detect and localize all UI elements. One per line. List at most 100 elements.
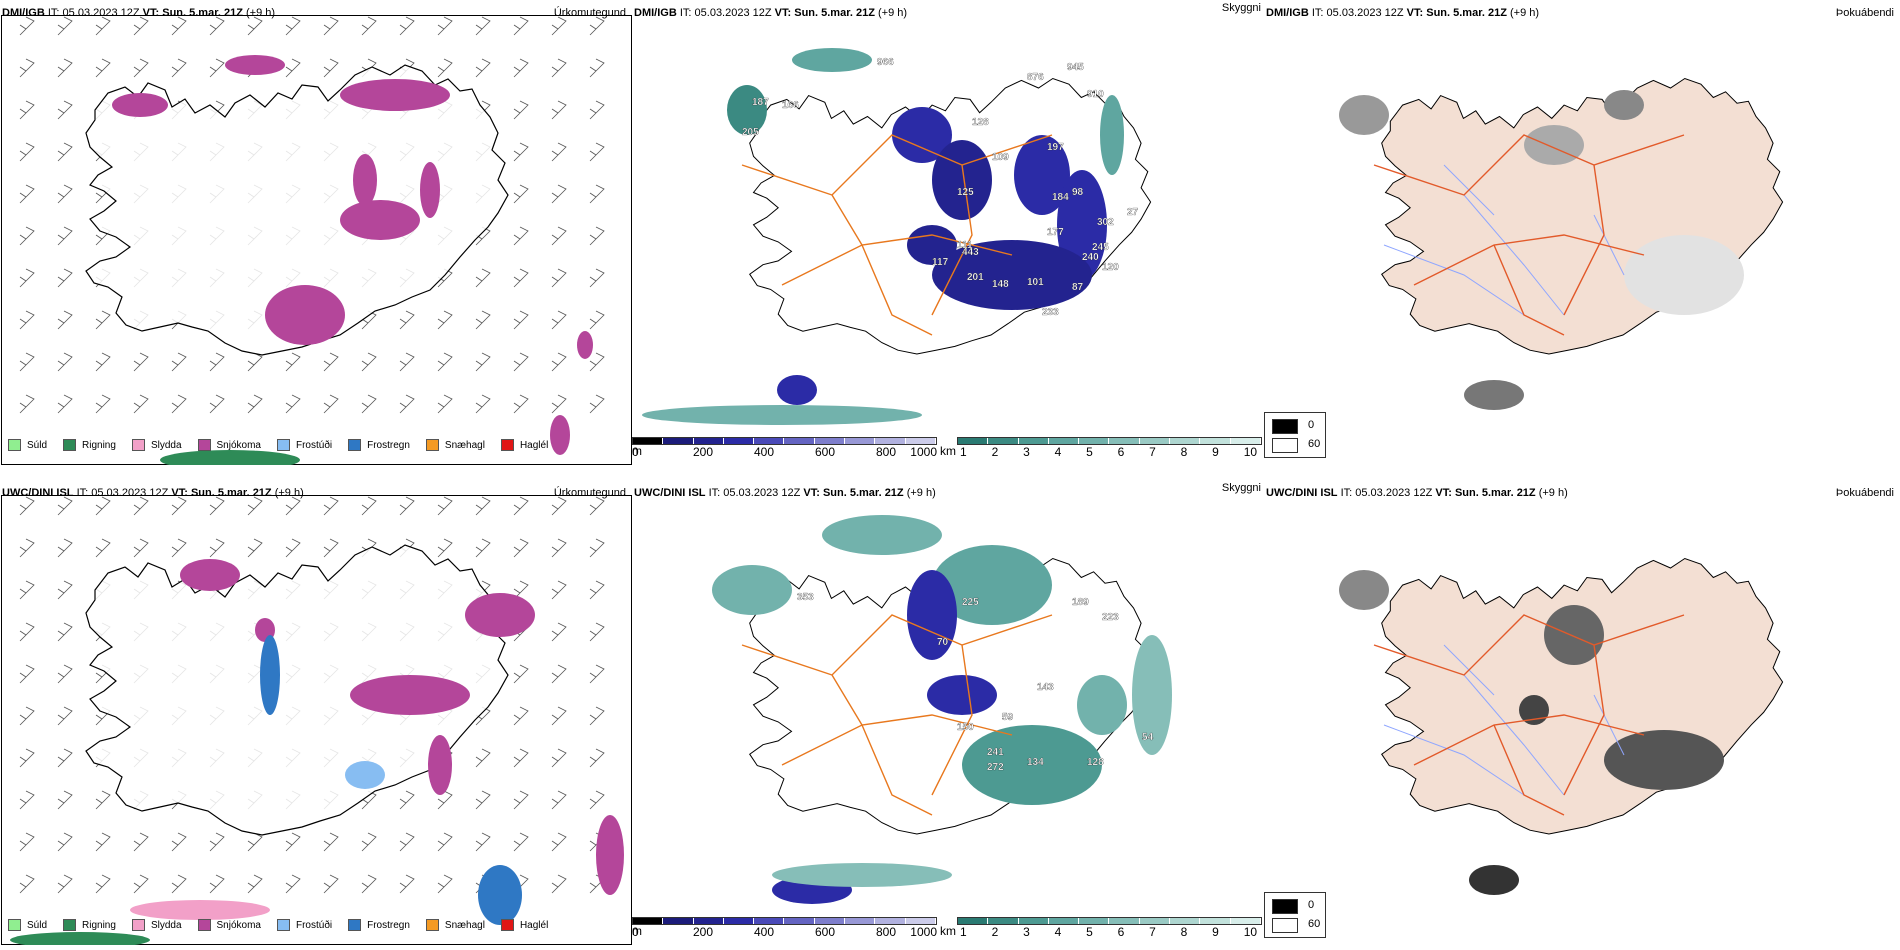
fog-area [1519, 695, 1549, 725]
cloud-panel: UWC/DINI ISL IT: 05.03.2023 12Z VT: Sun.… [632, 480, 1264, 945]
iceland-coastline [85, 64, 509, 356]
wind-barb [171, 352, 187, 372]
cloud-base-label: 148 [992, 279, 1009, 290]
fog-index-panel: UWC/DINI ISL IT: 05.03.2023 12Z VT: Sun.… [1264, 480, 1900, 945]
precip-type-panel: DMI/IGB IT: 05.03.2023 12Z VT: Sun. 5.ma… [0, 0, 632, 465]
colorbar-swatch [663, 438, 694, 444]
model-name: UWC/DINI ISL [634, 487, 706, 499]
cloud-base-label: 128 [972, 117, 989, 128]
lead-time: (+9 h) [246, 7, 276, 19]
fog-area [1604, 730, 1724, 790]
colorbar-swatch [1139, 918, 1171, 924]
cloud-base-label: 240 [1082, 252, 1099, 263]
init-time-label: IT: [76, 487, 89, 499]
wind-barb [323, 874, 339, 894]
cloud-base-label: 910 [1087, 89, 1104, 100]
precip-area [340, 200, 420, 240]
cloud-area [1077, 675, 1127, 735]
cloud-base-label: 272 [987, 762, 1004, 773]
panel-title: DMI/IGB IT: 05.03.2023 12Z VT: Sun. 5.ma… [2, 7, 275, 19]
wind-barb [57, 874, 73, 894]
wind-barb [133, 352, 149, 372]
precip-type-legend: Súld Rigning Slydda Snjókoma Frostúði Frostre… [8, 439, 564, 451]
legend-item: Frostúði [276, 919, 332, 931]
legend-label: Snæhagl [444, 919, 485, 931]
legend-item: Slydda [131, 439, 182, 451]
colorbar-tick: 10 [1243, 445, 1258, 459]
wind-barb [551, 874, 567, 894]
wind-barb [513, 580, 529, 600]
cloud-area [932, 240, 1092, 310]
wind-barb [475, 394, 491, 414]
iceland-landmask [1381, 77, 1784, 355]
colorbar-swatch [633, 918, 664, 924]
colorbar-tick: 8 [1180, 445, 1188, 459]
wind-barb [513, 310, 529, 330]
init-time-label: IT: [47, 7, 60, 19]
forecast-row-dmi: DMI/IGB IT: 05.03.2023 12Z VT: Sun. 5.ma… [0, 0, 1900, 465]
cloud-base-label: 27 [1127, 207, 1139, 218]
wind-barb [19, 580, 35, 600]
wind-barb [589, 394, 605, 414]
colorbar-tick: 800 [876, 445, 897, 459]
panel-title: DMI/IGB IT: 05.03.2023 12Z VT: Sun. 5.ma… [634, 7, 907, 19]
wind-barb [57, 622, 73, 642]
cloud-area [962, 725, 1102, 805]
colorbar-swatch [905, 438, 936, 444]
wind-barb [19, 268, 35, 288]
wind-barb [19, 664, 35, 684]
precip-area [160, 450, 300, 465]
wind-barb [589, 226, 605, 246]
colorbar-tick: 1000 [910, 445, 937, 459]
wind-barb [361, 874, 377, 894]
colorbar-swatch [875, 438, 906, 444]
wind-barb [475, 790, 491, 810]
wind-barb [589, 706, 605, 726]
wind-barb [19, 496, 35, 516]
wind-barb [513, 790, 529, 810]
wind-barb [57, 184, 73, 204]
precip-area [420, 162, 440, 218]
cloud-base-label: 189 [1072, 597, 1089, 608]
parameter-name: Skyggni [1221, 482, 1261, 494]
legend-item: Frostregn [348, 919, 410, 931]
colorbar-tick: 4 [1054, 445, 1062, 459]
legend-swatch [63, 919, 77, 931]
cloud-base-label: 302 [1097, 217, 1114, 228]
wind-barb [95, 832, 111, 852]
colorbar-unit-km: km [940, 924, 956, 938]
cloud-base-label: 120 [1102, 262, 1119, 273]
wind-barb [285, 16, 301, 36]
init-time-value: 05.03.2023 12Z [91, 487, 169, 499]
colorbar-tick: 1 [960, 445, 967, 459]
fog-legend-swatch-0 [1272, 419, 1298, 434]
model-name: DMI/IGB [2, 7, 45, 19]
colorbar-tick: 400 [754, 445, 775, 459]
colorbar-tick: 9 [1212, 925, 1219, 939]
wind-barb [399, 790, 415, 810]
wind-barb [95, 874, 111, 894]
road-line [1373, 134, 1685, 196]
lead-time: (+9 h) [1538, 487, 1568, 499]
colorbar-tick: 2 [991, 445, 999, 459]
model-name: UWC/DINI ISL [1266, 487, 1338, 499]
lead-time: (+9 h) [1510, 7, 1540, 19]
wind-barb [475, 496, 491, 516]
init-time-value: 05.03.2023 12Z [694, 7, 772, 19]
wind-barb [399, 832, 415, 852]
cloud-base-label: 150 [957, 722, 974, 733]
fog-map [1339, 557, 1784, 895]
cloud-base-label: 128 [1087, 757, 1104, 768]
model-name: UWC/DINI ISL [2, 487, 74, 499]
wind-barb [247, 832, 263, 852]
wind-barb [551, 748, 567, 768]
wind-barb [95, 352, 111, 372]
legend-swatch [8, 439, 21, 451]
colorbar-swatch [784, 918, 815, 924]
colorbar-swatch [1018, 918, 1049, 924]
colorbar-swatch [1079, 918, 1110, 924]
wind-barb [399, 310, 415, 330]
wind-barb [19, 16, 35, 36]
wind-barb [95, 394, 111, 414]
colorbar-swatch [845, 438, 876, 444]
